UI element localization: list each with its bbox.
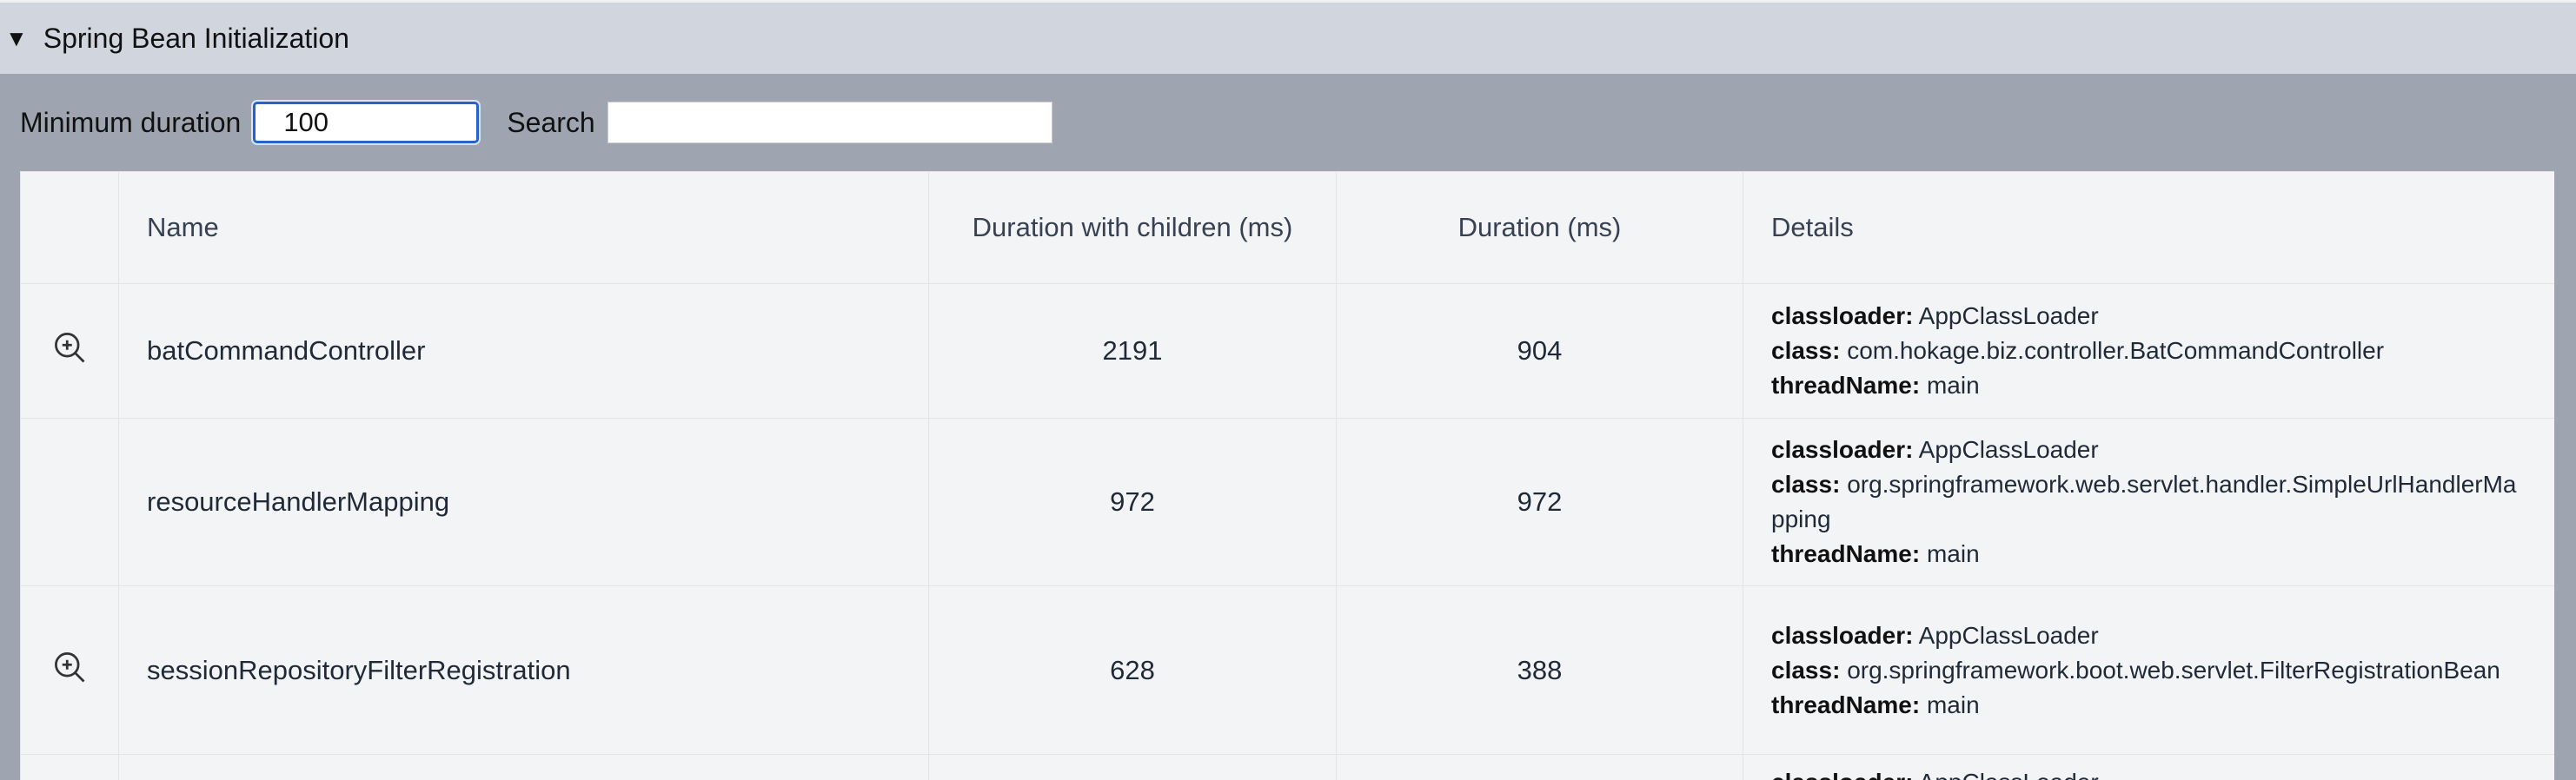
search-label: Search [507,106,595,138]
detail-value: AppClassLoader [1918,621,2099,649]
duration-with-children-cell [928,754,1337,780]
detail-key: class: [1771,337,1841,364]
icon-cell [20,418,119,586]
duration-with-children-cell: 2191 [928,283,1337,419]
bean-table: Name Duration with children (ms) Duration … [20,171,2554,780]
detail-line: threadName: main [1771,368,2526,403]
detail-line: threadName: main [1771,688,2526,723]
column-header[interactable]: Details [1743,171,2554,284]
detail-key: class: [1771,656,1841,684]
duration-with-children-cell: 628 [928,585,1337,755]
detail-value: org.springframework.boot.web.servlet.Fil… [1847,656,2500,684]
icon-header [20,171,119,284]
details-cell: classloader: AppClassLoader class: org.sp… [1743,585,2554,755]
name-cell: resourceHandlerMapping [118,418,929,586]
table-container: Name Duration with children (ms) Duration … [20,171,2554,780]
bean-row: batCommandController 2191 904 classloader: … [20,283,2554,419]
details-cell: classloader: AppClassLoader [1743,754,2554,780]
duration-cell [1336,754,1743,780]
section-header[interactable]: ▼ Spring Bean Initialization [0,0,2576,74]
detail-key: classloader: [1771,621,1914,649]
detail-line: class: com.hokage.biz.controller.BatComm… [1771,334,2526,368]
icon-cell [20,585,119,755]
column-header[interactable]: Duration with children (ms) [928,171,1337,284]
detail-line: classloader: AppClassLoader [1771,618,2526,653]
bean-row: sessionRepositoryFilterRegistration 628 38… [20,585,2554,755]
filter-bar: Minimum duration 100 Search [0,74,2576,171]
bean-row: resourceHandlerMapping 972 972 classloader:… [20,418,2554,586]
detail-key: threadName: [1771,372,1921,399]
duration-cell: 972 [1336,418,1743,586]
details-cell: classloader: AppClassLoader class: com.ho… [1743,283,2554,419]
name-cell: batCommandController [118,283,929,419]
detail-key: threadName: [1771,691,1921,718]
header-row: Name Duration with children (ms) Duration … [20,171,2554,284]
detail-value: main [1926,372,1980,399]
section-title: Spring Bean Initialization [43,22,349,54]
name-cell [118,754,929,780]
min-duration-input[interactable]: 100 [253,102,480,143]
duration-cell: 904 [1336,283,1743,419]
detail-key: threadName: [1771,540,1921,567]
detail-value: com.hokage.biz.controller.BatCommandCont… [1847,337,2385,364]
detail-key: classloader: [1771,302,1914,329]
detail-line: threadName: main [1771,537,2526,572]
detail-value: org.springframework.web.servlet.handler.… [1771,471,2517,532]
detail-key: classloader: [1771,769,1913,780]
detail-value: main [1926,540,1980,567]
icon-cell [20,283,119,419]
zoom-icon[interactable] [50,328,89,367]
detail-line: classloader: AppClassLoader [1771,299,2526,334]
name-cell: sessionRepositoryFilterRegistration [118,585,929,755]
collapse-arrow[interactable]: ▼ [5,24,28,51]
detail-line: classloader: AppClassLoader [1771,765,2526,780]
detail-value: AppClassLoader [1918,436,2099,463]
detail-value: AppClassLoader [1919,769,2099,780]
bean-row: classloader: AppClassLoader [20,754,2554,780]
detail-key: class: [1771,471,1841,498]
icon-cell [20,754,119,780]
zoom-icon[interactable] [50,648,89,686]
details-cell: classloader: AppClassLoader class: org.sp… [1743,418,2554,586]
detail-value: AppClassLoader [1918,302,2099,329]
min-duration-label: Minimum duration [20,106,242,138]
duration-cell: 388 [1336,585,1743,755]
detail-value: main [1926,691,1980,718]
detail-line: class: org.springframework.boot.web.serv… [1771,653,2526,688]
column-header[interactable]: Name [118,171,929,284]
detail-line: class: org.springframework.web.servlet.h… [1771,467,2526,537]
duration-with-children-cell: 972 [928,418,1337,586]
detail-line: classloader: AppClassLoader [1771,433,2526,467]
search-input[interactable] [607,102,1052,143]
detail-key: classloader: [1771,436,1914,463]
column-header[interactable]: Duration (ms) [1336,171,1743,284]
